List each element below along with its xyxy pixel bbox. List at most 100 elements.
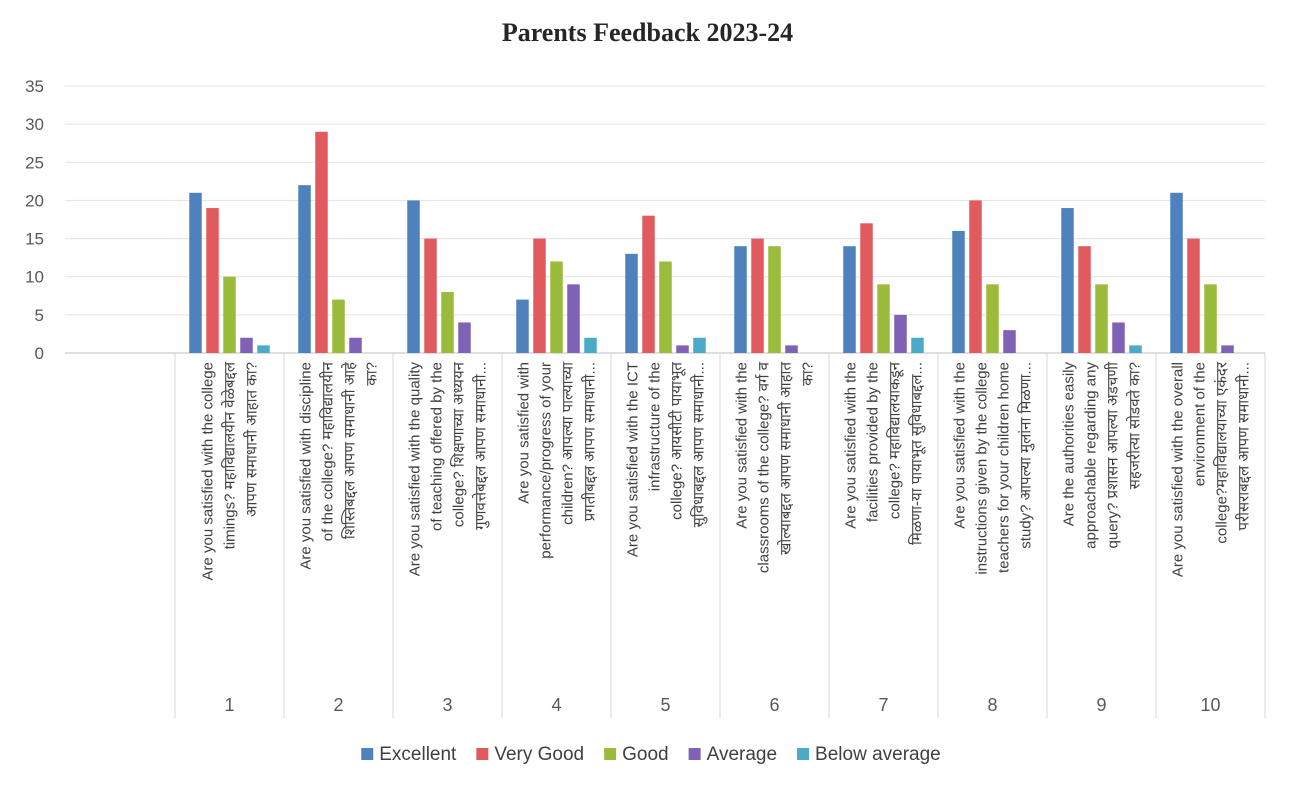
category-question-line: सुविधाबद्दल आपण समाधानी... (690, 362, 709, 527)
legend-label-excellent: Excellent (379, 744, 457, 765)
category-label: 6 (769, 695, 779, 715)
bar-very-good-1 (206, 208, 219, 353)
category-question-line: facilities provided by the (865, 362, 882, 522)
y-tick-label: 30 (25, 115, 44, 134)
category-question-line: सहजरीत्या सोडवते का? (1126, 362, 1144, 489)
bar-excellent-10 (1170, 192, 1183, 353)
bars (189, 131, 1234, 353)
category-label: 9 (1096, 695, 1106, 715)
category-question-line: मिळणा-या पायाभूत सुविधाबद्दल... (908, 362, 927, 545)
category-label: 4 (551, 695, 561, 715)
category-question-line: Are the authorities easily (1061, 362, 1078, 527)
bar-below-average-9 (1129, 345, 1142, 353)
legend-swatch-very-good (476, 748, 489, 760)
bar-good-9 (1095, 284, 1108, 353)
bar-good-8 (986, 284, 999, 353)
y-tick-label: 20 (25, 191, 44, 210)
bar-excellent-5 (625, 253, 638, 353)
category-label: 7 (878, 695, 888, 715)
category-question-line: Are you satisfied with the ICT (625, 362, 642, 557)
y-tick-label: 10 (25, 268, 44, 287)
category-question-line: प्रगतीबद्दल आपण समाधानी... (581, 362, 599, 521)
category-label: 3 (442, 695, 452, 715)
category-question-line: Are you satisfied with the quality (407, 362, 424, 577)
bar-below-average-5 (693, 337, 706, 353)
bar-good-6 (768, 246, 781, 353)
bar-good-2 (332, 299, 345, 353)
legend-swatch-good (604, 748, 617, 760)
category-label: 5 (660, 695, 670, 715)
category-question-line: instructions given by the college (974, 362, 991, 575)
bar-good-10 (1204, 284, 1217, 353)
category-question-line: Are you satisfied with discipline (298, 362, 315, 570)
category-question-line: Are you satisfied with the overall (1170, 362, 1187, 577)
bar-good-5 (659, 261, 672, 353)
category-question-line: infrastructure of the (647, 362, 664, 491)
chart-title: Parents Feedback 2023-24 (501, 18, 794, 47)
category-question-line: परीसराबद्दल आपण समाधानी... (1235, 362, 1253, 531)
y-tick-label: 0 (35, 344, 44, 363)
category-question-line: of the college? महाविद्यालयीन (319, 361, 337, 541)
legend-swatch-average (688, 748, 701, 760)
legend-label-below-average: Below average (815, 744, 941, 765)
legend: Excellent Very Good Good Average Below avera… (361, 744, 941, 765)
y-tick-label: 35 (25, 77, 44, 96)
bar-very-good-9 (1078, 246, 1091, 353)
bar-excellent-9 (1061, 208, 1074, 353)
bar-excellent-3 (407, 200, 420, 353)
bar-average-8 (1003, 330, 1016, 353)
category-question-line: Are you satisfied with (516, 362, 533, 504)
bar-very-good-10 (1187, 238, 1200, 353)
bar-average-7 (894, 314, 907, 353)
bar-very-good-4 (533, 238, 546, 353)
bar-below-average-4 (584, 337, 597, 353)
category-question-line: of teaching offered by the (429, 362, 446, 531)
bar-very-good-8 (969, 200, 982, 353)
legend-swatch-excellent (361, 748, 374, 760)
category-question-line: का? (800, 362, 817, 386)
category-question-line: teachers for your children home (996, 362, 1013, 573)
category-question-line: college? शिक्षणाच्या अध्ययन (450, 361, 468, 527)
bar-good-7 (877, 284, 890, 353)
category-question-line: performance/progress of your (538, 362, 555, 559)
bar-average-2 (349, 337, 362, 353)
category-question-line: Are you satisfied with the (734, 362, 751, 529)
bar-average-4 (567, 284, 580, 353)
category-question-line: timings? महाविद्यालयीन वेळेबद्दल (221, 361, 239, 549)
category-question-line: environment of the (1192, 362, 1209, 486)
bar-excellent-2 (298, 185, 311, 353)
category-label: 2 (333, 695, 343, 715)
legend-label-good: Good (622, 744, 668, 765)
bar-average-10 (1221, 345, 1234, 353)
bar-below-average-1 (257, 345, 270, 353)
category-label: 1 (224, 695, 234, 715)
category-question-line: Are you satisfied with the (843, 362, 860, 529)
bar-good-4 (550, 261, 563, 353)
bar-very-good-6 (751, 238, 764, 353)
x-axis: Are you satisfied with the college timing… (174, 353, 1266, 718)
category-question-line: classrooms of the college? वर्ग व (755, 361, 773, 573)
category-question-line: query? प्रशासन आपल्या अडचणी (1104, 361, 1122, 549)
bar-very-good-2 (315, 131, 328, 353)
category-question-line: college? आयसीटी पायाभूत (668, 362, 687, 520)
category-question-line: study? आपल्या मुलांना मिळणा... (1017, 362, 1036, 549)
category-question-line: गुणवत्तेबद्दल आपण समाधानी... (472, 362, 491, 530)
bar-average-5 (676, 345, 689, 353)
category-question-line: college?महाविद्यालयाच्या एकंदर (1213, 361, 1231, 543)
bar-excellent-4 (516, 299, 529, 353)
category-label: 8 (987, 695, 997, 715)
bar-very-good-7 (860, 223, 873, 353)
bar-very-good-5 (642, 215, 655, 353)
legend-label-very-good: Very Good (494, 744, 584, 765)
category-question-line: Are you satisfied with the college (200, 362, 217, 580)
y-axis-ticks: 0 5 10 15 20 25 30 35 (25, 77, 44, 363)
category-question-line: का? (364, 362, 381, 386)
category-question-line: college? महाविद्यालयाकडून (886, 361, 905, 519)
legend-swatch-below-average (797, 748, 810, 760)
category-question-line: children? आपल्या पाल्याच्या (560, 361, 577, 525)
bar-excellent-8 (952, 230, 965, 353)
bar-excellent-7 (843, 246, 856, 353)
category-question-line: approachable regarding any (1083, 362, 1100, 549)
